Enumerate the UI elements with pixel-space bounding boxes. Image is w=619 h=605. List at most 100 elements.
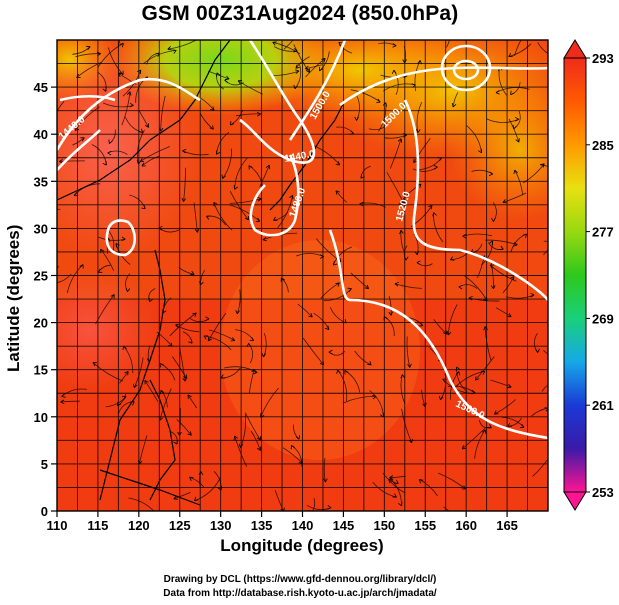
streamline-arrow — [256, 436, 261, 441]
streamline-arrow — [79, 264, 84, 269]
y-tick-label: 30 — [34, 221, 48, 236]
streamline — [139, 146, 171, 162]
streamline — [302, 337, 325, 366]
streamline-arrow — [507, 422, 512, 427]
streamline — [414, 60, 421, 92]
streamline-arrow — [508, 52, 513, 57]
streamline — [244, 412, 261, 441]
streamline — [323, 457, 326, 483]
streamline — [159, 388, 172, 421]
colorbar: 293 285 277 269 261 253 — [563, 39, 614, 511]
streamline-arrow — [418, 479, 424, 484]
streamline-arrow — [389, 475, 394, 480]
streamline-arrow — [558, 236, 562, 240]
streamline-arrow — [253, 369, 258, 375]
streamline-arrow — [462, 233, 467, 239]
streamline-arrow — [148, 297, 153, 303]
streamline-arrow — [295, 69, 300, 74]
colorbar-bottom-arrow — [563, 491, 587, 511]
streamline — [447, 385, 476, 394]
streamline-arrow — [295, 435, 300, 440]
streamline-arrow — [301, 22, 305, 26]
streamline — [121, 91, 131, 126]
streamline-arrow — [249, 336, 255, 341]
streamline-arrow — [438, 395, 444, 401]
streamline-arrow — [172, 49, 177, 54]
streamline-arrow — [452, 103, 457, 108]
streamline-arrow — [61, 393, 66, 398]
streamline — [413, 138, 431, 163]
streamline-arrow — [119, 70, 124, 76]
streamline-arrow — [328, 349, 333, 355]
streamline-arrow — [398, 501, 403, 507]
streamline — [57, 100, 65, 113]
streamline — [462, 233, 493, 237]
streamline-arrow — [308, 313, 313, 318]
streamline-arrow — [335, 282, 340, 287]
streamline — [394, 283, 422, 289]
streamline — [199, 113, 214, 130]
streamline — [311, 497, 316, 511]
x-tick-label: 120 — [128, 518, 150, 533]
streamline-arrow — [244, 215, 249, 221]
streamline — [502, 276, 515, 294]
streamline-arrow — [416, 260, 421, 266]
streamline-arrow — [364, 284, 369, 290]
streamline-arrow — [144, 379, 149, 385]
y-tick-label: 35 — [34, 174, 48, 189]
x-tick-label: 160 — [455, 518, 477, 533]
streamline — [194, 477, 221, 502]
streamline-arrow — [391, 69, 397, 74]
streamline-arrow — [522, 233, 527, 238]
streamline-arrow — [491, 217, 496, 222]
streamline-arrow — [354, 116, 359, 121]
streamline — [203, 335, 232, 351]
streamline — [295, 56, 310, 69]
streamline-arrow — [529, 25, 532, 29]
streamline — [514, 40, 522, 57]
streamline — [283, 40, 294, 50]
streamline-arrow — [159, 363, 164, 368]
streamline — [187, 394, 198, 409]
streamline-arrow — [194, 496, 199, 502]
streamline-arrow — [507, 383, 512, 389]
streamline-arrow — [494, 410, 499, 415]
streamline-arrow — [295, 64, 300, 69]
credit-data: Data from http://database.rish.kyoto-u.a… — [163, 588, 437, 599]
streamline — [207, 312, 227, 342]
streamline-arrow — [190, 270, 195, 275]
streamline-arrow — [100, 248, 105, 254]
streamline-arrow — [507, 313, 512, 318]
streamline-arrow — [489, 240, 494, 246]
streamline-arrow — [319, 66, 324, 72]
streamline-arrow — [290, 444, 295, 450]
streamline-arrow — [144, 123, 149, 128]
height-contours — [57, 40, 548, 440]
streamline-arrow — [233, 435, 238, 440]
streamline-arrow — [477, 148, 482, 154]
streamline — [354, 350, 372, 366]
streamline — [208, 329, 236, 341]
streamline-arrow — [502, 199, 507, 204]
streamline-arrow — [257, 197, 262, 202]
streamline-arrow — [324, 325, 330, 330]
streamline — [229, 191, 249, 221]
streamline-arrow — [121, 236, 126, 242]
streamline-arrow — [138, 128, 144, 133]
streamline — [514, 169, 524, 196]
streamline-arrow — [432, 212, 437, 217]
streamline — [222, 148, 233, 179]
streamline-arrow — [407, 363, 412, 368]
streamline — [183, 167, 186, 202]
streamline — [234, 157, 248, 190]
streamline — [335, 190, 348, 203]
streamline — [543, 349, 548, 356]
streamline — [236, 289, 241, 315]
streamline-arrow — [446, 331, 452, 336]
streamline — [277, 195, 294, 228]
temperature-field — [57, 40, 548, 511]
streamline-arrow — [188, 339, 193, 344]
streamline-arrow — [60, 399, 65, 405]
streamline — [235, 113, 261, 117]
